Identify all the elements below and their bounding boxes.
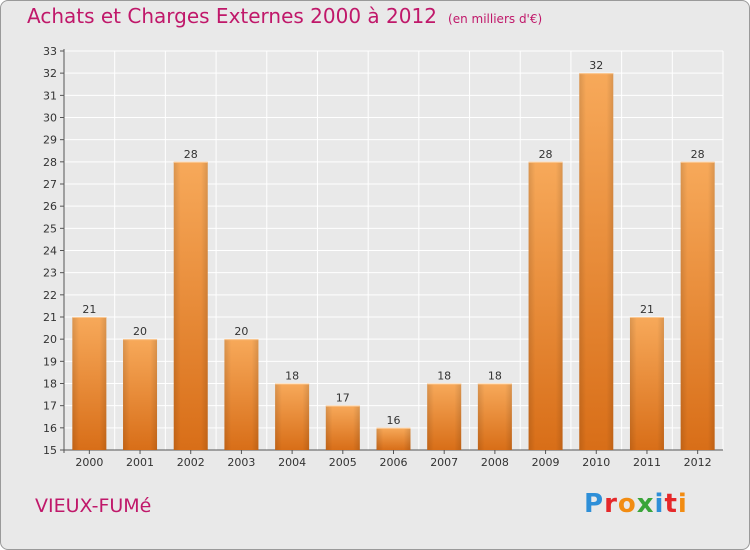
data-label-2009: 28	[539, 148, 553, 161]
x-tick-label-2004: 2004	[278, 456, 306, 469]
x-tick-label-2003: 2003	[227, 456, 255, 469]
logo-letter: r	[604, 489, 618, 519]
x-tick-label-2008: 2008	[481, 456, 509, 469]
bar-shade-2001	[123, 339, 158, 450]
y-tick-label-30: 30	[43, 112, 57, 125]
data-label-2005: 17	[336, 392, 350, 405]
logo-letter: o	[617, 489, 637, 519]
bar-shade-2009	[528, 161, 563, 451]
bars	[72, 73, 715, 451]
x-tick-label-2006: 2006	[380, 456, 408, 469]
y-tick-label-20: 20	[43, 333, 57, 346]
data-label-2008: 18	[488, 370, 502, 383]
data-label-2007: 18	[437, 370, 451, 383]
x-tick-label-2009: 2009	[532, 456, 560, 469]
x-tick-label-2002: 2002	[177, 456, 205, 469]
x-tick-label-2010: 2010	[582, 456, 610, 469]
axes	[60, 49, 723, 454]
y-tick-label-31: 31	[43, 89, 57, 102]
y-tick-label-22: 22	[43, 289, 57, 302]
y-tick-label-19: 19	[43, 355, 57, 368]
x-tick-label-2012: 2012	[684, 456, 712, 469]
data-label-2003: 20	[234, 325, 248, 338]
logo-letter: i	[677, 489, 688, 519]
y-tick-label-24: 24	[43, 245, 57, 258]
commune-name: VIEUX-FUMé	[35, 495, 152, 517]
x-tick-label-2000: 2000	[75, 456, 103, 469]
y-tick-label-29: 29	[43, 134, 57, 147]
bar-shade-2007	[427, 383, 462, 450]
bar-shade-2000	[72, 317, 107, 450]
grid-lines	[63, 50, 724, 451]
data-label-2000: 21	[82, 303, 96, 316]
x-tick-label-2005: 2005	[329, 456, 357, 469]
bar-shade-2005	[325, 405, 360, 450]
x-tick-label-2001: 2001	[126, 456, 154, 469]
y-tick-label-33: 33	[43, 45, 57, 58]
bar-shade-2004	[275, 383, 310, 450]
chart-title-text: Achats et Charges Externes 2000 à 2012	[27, 4, 437, 28]
logo-letter: i	[654, 489, 665, 519]
logo-letter: x	[636, 489, 655, 519]
bar-shade-2002	[173, 161, 208, 451]
labels: 15 16 17 18 19 20 21 22 23 24 25 26 27 28 29 30 31 32 33 21…	[43, 45, 712, 469]
chart-unit: (en milliers d'€)	[448, 12, 543, 26]
bar-shade-2008	[477, 383, 512, 450]
chart-title: Achats et Charges Externes 2000 à 2012 (…	[27, 4, 542, 28]
bar-shade-2003	[224, 339, 259, 450]
data-label-2001: 20	[133, 325, 147, 338]
y-tick-label-32: 32	[43, 67, 57, 80]
logo-letter: t	[664, 489, 678, 519]
y-tick-label-21: 21	[43, 311, 57, 324]
data-label-2002: 28	[184, 148, 198, 161]
y-tick-label-18: 18	[43, 378, 57, 391]
y-tick-label-28: 28	[43, 156, 57, 169]
data-label-2004: 18	[285, 370, 299, 383]
y-tick-label-16: 16	[43, 422, 57, 435]
logo-letter: P	[584, 489, 605, 519]
data-label-2006: 16	[387, 414, 401, 427]
bar-shade-2011	[629, 317, 664, 450]
bar-shade-2010	[579, 73, 614, 451]
data-label-2010: 32	[589, 59, 603, 72]
y-tick-label-26: 26	[43, 200, 57, 213]
data-label-2011: 21	[640, 303, 654, 316]
x-tick-label-2007: 2007	[430, 456, 458, 469]
y-tick-label-23: 23	[43, 267, 57, 280]
y-tick-label-17: 17	[43, 400, 57, 413]
proxiti-logo: Proxiti	[584, 489, 688, 519]
y-tick-label-27: 27	[43, 178, 57, 191]
y-tick-label-25: 25	[43, 222, 57, 235]
bar-shade-2006	[376, 427, 411, 450]
y-tick-label-15: 15	[43, 444, 57, 457]
bar-shade-2012	[680, 161, 715, 451]
x-tick-label-2011: 2011	[633, 456, 661, 469]
data-label-2012: 28	[691, 148, 705, 161]
